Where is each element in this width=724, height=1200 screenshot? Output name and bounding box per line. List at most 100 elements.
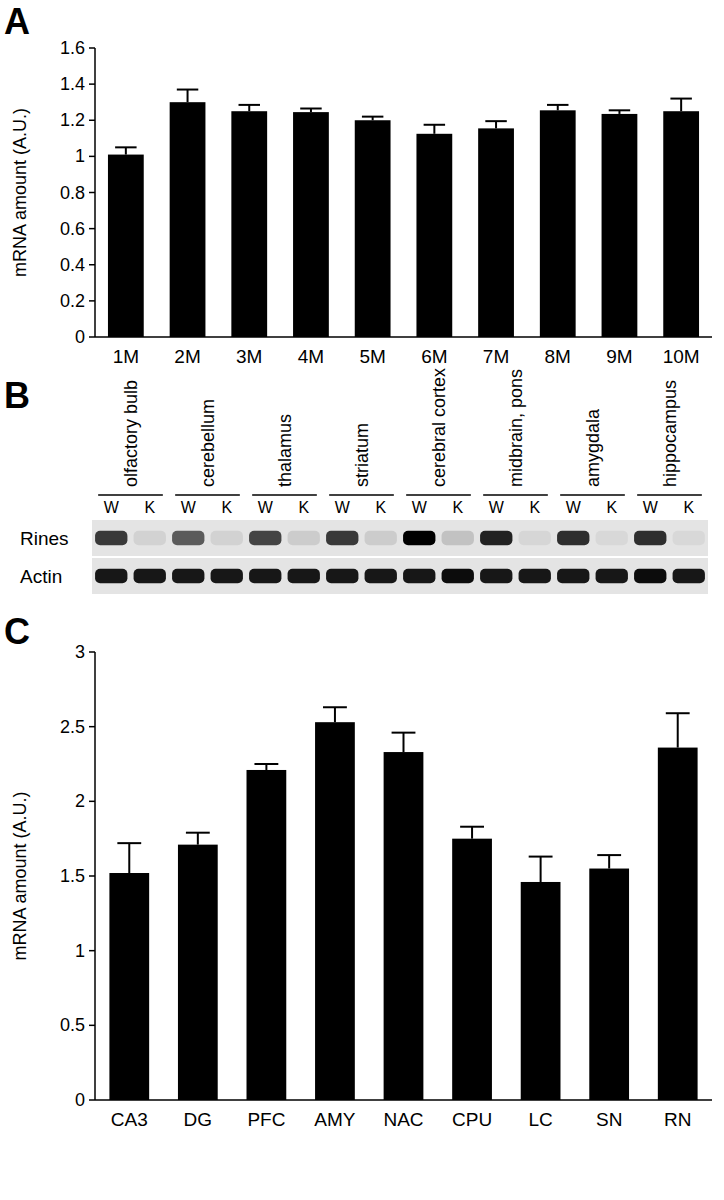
band [211, 569, 243, 583]
band [442, 569, 474, 583]
error-cap [460, 826, 484, 828]
error-stem [403, 733, 405, 752]
band [673, 531, 705, 545]
error-bar [300, 109, 321, 113]
band [365, 531, 397, 545]
lane-label: W [258, 499, 274, 516]
band [557, 569, 589, 583]
bar [231, 111, 267, 337]
x-tick-label: 10M [663, 346, 700, 367]
x-tick-label: DG [184, 1109, 213, 1130]
group-line [175, 494, 240, 496]
y-tick [89, 1025, 95, 1027]
error-cap [609, 109, 630, 111]
band [519, 569, 551, 583]
error-stem [187, 90, 189, 103]
band [596, 569, 628, 583]
band [211, 531, 243, 545]
row-label: Rines [20, 528, 69, 549]
y-tick-label: 1 [75, 146, 85, 166]
x-tick-label: 8M [545, 346, 571, 367]
y-axis-label: mRNA amount (A.U.) [10, 108, 30, 277]
x-tick-label: 5M [359, 346, 385, 367]
error-bar [460, 827, 484, 839]
error-cap [597, 854, 621, 856]
error-cap [485, 120, 506, 122]
lane-label: K [375, 499, 386, 516]
error-bar [609, 110, 630, 114]
x-tick-label: SN [596, 1109, 622, 1130]
row-label: Actin [20, 566, 62, 587]
panel-label: C [4, 611, 30, 652]
error-bar [597, 855, 621, 868]
panel-label: B [4, 375, 30, 416]
error-cap [115, 146, 136, 148]
error-bar [547, 105, 568, 110]
lane-label: W [643, 499, 659, 516]
x-tick-label: 7M [483, 346, 509, 367]
x-tick-label: CA3 [111, 1109, 148, 1130]
lane-label: W [335, 499, 351, 516]
bar [452, 839, 492, 1100]
error-stem [540, 857, 542, 882]
x-tick-label: LC [528, 1109, 552, 1130]
x-tick-label: AMY [314, 1109, 356, 1130]
y-axis-label: mRNA amount (A.U.) [10, 791, 30, 960]
band [134, 531, 166, 545]
group-line [329, 494, 394, 496]
y-tick [89, 875, 95, 877]
bar [178, 845, 218, 1100]
error-cap [362, 116, 383, 118]
region-label: striatum [352, 423, 372, 487]
error-cap [323, 706, 347, 708]
error-bar [485, 121, 506, 128]
y-tick [89, 336, 95, 338]
y-tick-label: 0 [75, 1090, 85, 1110]
band [249, 569, 281, 583]
x-tick-label: 6M [421, 346, 447, 367]
y-tick-label: 0.4 [60, 255, 85, 275]
error-cap [547, 104, 568, 106]
y-tick-label: 2.5 [60, 717, 85, 737]
band [519, 531, 551, 545]
error-cap [117, 842, 141, 844]
region-label: thalamus [275, 414, 295, 487]
error-bar [670, 99, 691, 112]
bar [109, 873, 149, 1100]
y-tick-label: 1.4 [60, 74, 85, 94]
y-tick [89, 726, 95, 728]
lane-label: K [298, 499, 309, 516]
error-bar [362, 117, 383, 121]
lane-label: W [104, 499, 120, 516]
y-tick-label: 0.6 [60, 219, 85, 239]
band [326, 569, 358, 583]
error-bar [529, 857, 553, 882]
y-tick-label: 0.8 [60, 183, 85, 203]
lane-label: W [412, 499, 428, 516]
panel-label: A [4, 1, 30, 42]
error-bar [254, 764, 278, 770]
band [442, 531, 474, 545]
error-bar [392, 733, 416, 752]
y-tick [89, 192, 95, 194]
band [634, 531, 666, 545]
band [403, 569, 435, 583]
bar [478, 128, 514, 337]
band [288, 531, 320, 545]
group-line [98, 494, 163, 496]
y-tick [89, 83, 95, 85]
bar [663, 111, 699, 337]
bar-chart: 1M2M3M4M5M6M7M8M9M10M00.20.40.60.811.21.… [10, 38, 712, 367]
error-cap [239, 104, 260, 106]
bar [384, 752, 424, 1100]
lane-label: K [606, 499, 617, 516]
error-cap [424, 124, 445, 126]
error-cap [177, 89, 198, 91]
x-tick-label: RN [664, 1109, 691, 1130]
bar [521, 882, 561, 1100]
error-stem [471, 827, 473, 839]
y-tick [89, 156, 95, 158]
y-tick-label: 0 [75, 327, 85, 347]
error-bar [424, 125, 445, 134]
y-tick [89, 651, 95, 653]
